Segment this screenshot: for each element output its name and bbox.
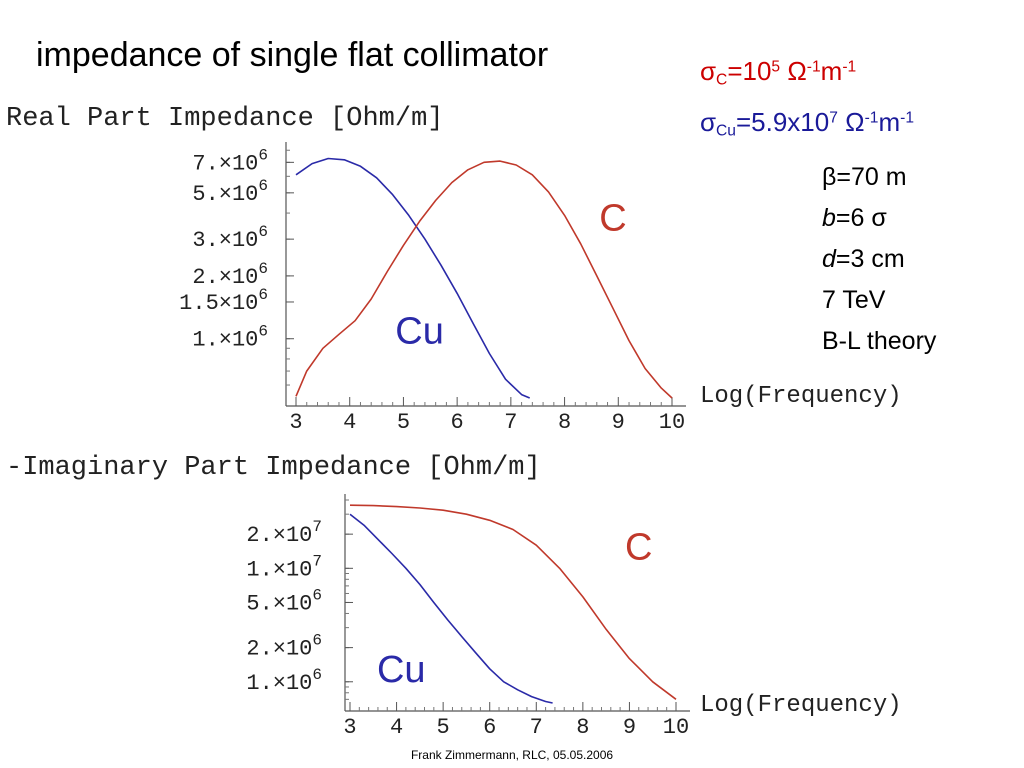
series-c-label: C <box>625 526 652 568</box>
series-c-label: C <box>599 198 626 240</box>
y-tick-label: 1.×106 <box>246 666 322 696</box>
param-b: b=6 σ <box>822 204 887 232</box>
series-cu-label: Cu <box>395 310 444 352</box>
series-c-line <box>295 160 673 399</box>
real-part-x-axis-label: Log(Frequency) <box>700 383 902 410</box>
series-c-line <box>349 504 677 700</box>
real-part-chart-title: Real Part Impedance [Ohm/m] <box>6 104 444 134</box>
x-tick-label: 3 <box>289 410 302 435</box>
x-tick-label: 3 <box>343 715 356 740</box>
slide-footer: Frank Zimmermann, RLC, 05.05.2006 <box>410 748 614 762</box>
x-tick-label: 7 <box>504 410 517 435</box>
y-tick-label: 1.5×106 <box>179 286 268 316</box>
x-tick-label: 8 <box>576 715 589 740</box>
x-tick-label: 4 <box>343 410 356 435</box>
x-tick-label: 5 <box>437 715 450 740</box>
x-tick-label: 7 <box>530 715 543 740</box>
x-tick-label: 8 <box>558 410 571 435</box>
x-tick-label: 10 <box>659 410 685 435</box>
y-tick-label: 3.×106 <box>192 223 268 253</box>
y-tick-label: 2.×107 <box>246 518 322 548</box>
x-tick-label: 10 <box>663 715 689 740</box>
y-tick-label: 5.×106 <box>246 586 322 616</box>
x-tick-label: 6 <box>483 715 496 740</box>
y-tick-label: 1.×107 <box>246 552 322 582</box>
param-energy: 7 TeV <box>822 286 886 314</box>
param-theory: B-L theory <box>822 327 937 355</box>
x-tick-label: 9 <box>612 410 625 435</box>
x-tick-label: 4 <box>390 715 403 740</box>
y-tick-label: 2.×106 <box>246 632 322 662</box>
param-d: d=3 cm <box>822 245 905 273</box>
y-tick-label: 5.×106 <box>192 177 268 207</box>
y-tick-label: 1.×106 <box>192 323 268 353</box>
param-beta: β=70 m <box>822 163 907 191</box>
imag-part-x-axis-label: Log(Frequency) <box>700 692 902 719</box>
x-tick-label: 9 <box>623 715 636 740</box>
y-tick-label: 2.×106 <box>192 260 268 290</box>
x-tick-label: 6 <box>451 410 464 435</box>
sigma-c-label: σC=105 Ω-1m-1 <box>700 56 857 89</box>
series-cu-line <box>295 157 531 399</box>
imag-part-chart-title: -Imaginary Part Impedance [Ohm/m] <box>6 453 541 483</box>
series-cu-line <box>349 513 553 704</box>
sigma-cu-label: σCu=5.9x107 Ω-1m-1 <box>700 107 915 140</box>
y-tick-label: 7.×106 <box>192 146 268 176</box>
slide-title: impedance of single flat collimator <box>36 36 549 74</box>
x-tick-label: 5 <box>397 410 410 435</box>
series-cu-label: Cu <box>377 649 426 691</box>
parameter-list: β=70 m b=6 σ d=3 cm 7 TeV B-L theory <box>822 157 936 362</box>
